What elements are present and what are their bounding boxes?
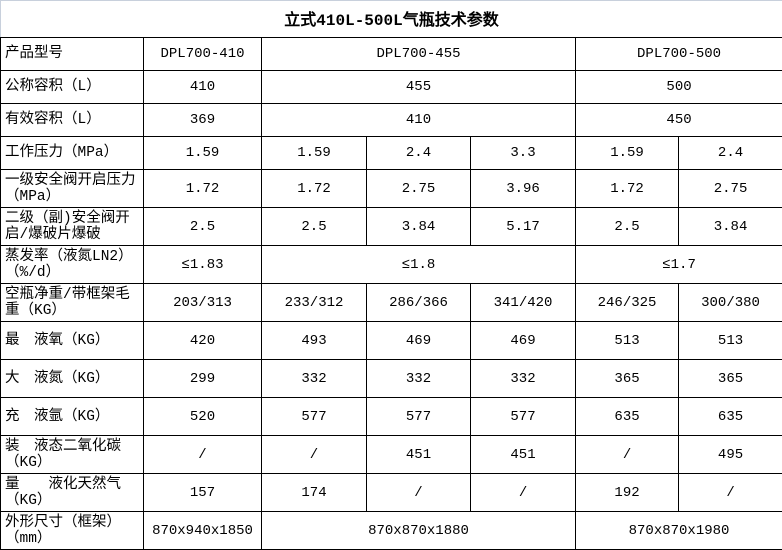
- table-cell: 246/325: [576, 284, 679, 322]
- table-cell: 577: [471, 398, 576, 436]
- row-label: 产品型号: [1, 38, 144, 71]
- table-cell: 451: [471, 436, 576, 474]
- row-label: 有效容积（L）: [1, 104, 144, 137]
- table-cell: 332: [367, 360, 471, 398]
- table-cell: 513: [679, 322, 782, 360]
- table-cell: 870x870x1880: [262, 512, 576, 550]
- table-cell: 410: [144, 71, 262, 104]
- table-cell: 870x870x1980: [576, 512, 782, 550]
- table-cell: 341/420: [471, 284, 576, 322]
- table-cell: 233/312: [262, 284, 367, 322]
- table-cell: ≤1.7: [576, 246, 782, 284]
- table-cell: 635: [679, 398, 782, 436]
- row-label: 二级（副)安全阀开启/爆破片爆破: [1, 208, 144, 246]
- row-label: 空瓶净重/带框架毛重（KG）: [1, 284, 144, 322]
- table-cell: 2.5: [144, 208, 262, 246]
- table-cell: 369: [144, 104, 262, 137]
- table-cell: 635: [576, 398, 679, 436]
- table-cell: 2.4: [367, 137, 471, 170]
- table-cell: /: [679, 474, 782, 512]
- table-cell: 174: [262, 474, 367, 512]
- table-cell: 1.59: [262, 137, 367, 170]
- table-cell: DPL700-500: [576, 38, 782, 71]
- table-cell: 577: [262, 398, 367, 436]
- table-cell: 1.72: [262, 170, 367, 208]
- table-cell: 3.84: [679, 208, 782, 246]
- table-cell: 455: [262, 71, 576, 104]
- table-cell: 3.84: [367, 208, 471, 246]
- table-cell: 286/366: [367, 284, 471, 322]
- table-cell: 3.96: [471, 170, 576, 208]
- table-cell: 300/380: [679, 284, 782, 322]
- table-cell: DPL700-455: [262, 38, 576, 71]
- table-cell: 192: [576, 474, 679, 512]
- table-cell: 299: [144, 360, 262, 398]
- row-label: 外形尺寸（框架）（mm）: [1, 512, 144, 550]
- table-cell: 365: [679, 360, 782, 398]
- table-cell: 450: [576, 104, 782, 137]
- table-cell: 420: [144, 322, 262, 360]
- row-label: 大 液氮（KG）: [1, 360, 144, 398]
- table-cell: /: [471, 474, 576, 512]
- table-cell: 2.75: [679, 170, 782, 208]
- table-cell: 469: [471, 322, 576, 360]
- table-cell: /: [576, 436, 679, 474]
- table-cell: 3.3: [471, 137, 576, 170]
- row-label: 充 液氩（KG）: [1, 398, 144, 436]
- table-cell: 2.5: [576, 208, 679, 246]
- table-cell: DPL700-410: [144, 38, 262, 71]
- table-cell: 2.4: [679, 137, 782, 170]
- table-cell: 513: [576, 322, 679, 360]
- table-cell: 451: [367, 436, 471, 474]
- table-cell: 203/313: [144, 284, 262, 322]
- table-cell: 2.75: [367, 170, 471, 208]
- table-cell: 1.72: [576, 170, 679, 208]
- table-cell: 2.5: [262, 208, 367, 246]
- table-cell: 332: [262, 360, 367, 398]
- table-cell: 469: [367, 322, 471, 360]
- row-label: 最 液氧（KG）: [1, 322, 144, 360]
- table-title: 立式410L-500L气瓶技术参数: [0, 0, 782, 37]
- table-cell: 870x940x1850: [144, 512, 262, 550]
- table-row: 蒸发率（液氮LN2）（%/d）≤1.83≤1.8≤1.7: [1, 246, 782, 284]
- table-cell: 410: [262, 104, 576, 137]
- table-cell: 157: [144, 474, 262, 512]
- table-cell: 1.72: [144, 170, 262, 208]
- row-label: 蒸发率（液氮LN2）（%/d）: [1, 246, 144, 284]
- table-cell: 500: [576, 71, 782, 104]
- table-cell: ≤1.8: [262, 246, 576, 284]
- table-cell: /: [367, 474, 471, 512]
- table-cell: 577: [367, 398, 471, 436]
- table-cell: 520: [144, 398, 262, 436]
- table-cell: 493: [262, 322, 367, 360]
- table-cell: /: [262, 436, 367, 474]
- row-label: 装 液态二氧化碳（KG）: [1, 436, 144, 474]
- row-label: 量 液化天然气（KG）: [1, 474, 144, 512]
- table-cell: 495: [679, 436, 782, 474]
- row-label: 工作压力（MPa）: [1, 137, 144, 170]
- table-cell: 5.17: [471, 208, 576, 246]
- table-cell: 332: [471, 360, 576, 398]
- table-cell: 1.59: [144, 137, 262, 170]
- row-label: 公称容积（L）: [1, 71, 144, 104]
- table-cell: ≤1.83: [144, 246, 262, 284]
- table-cell: 1.59: [576, 137, 679, 170]
- row-label: 一级安全阀开启压力（MPa）: [1, 170, 144, 208]
- table-cell: /: [144, 436, 262, 474]
- table-cell: 365: [576, 360, 679, 398]
